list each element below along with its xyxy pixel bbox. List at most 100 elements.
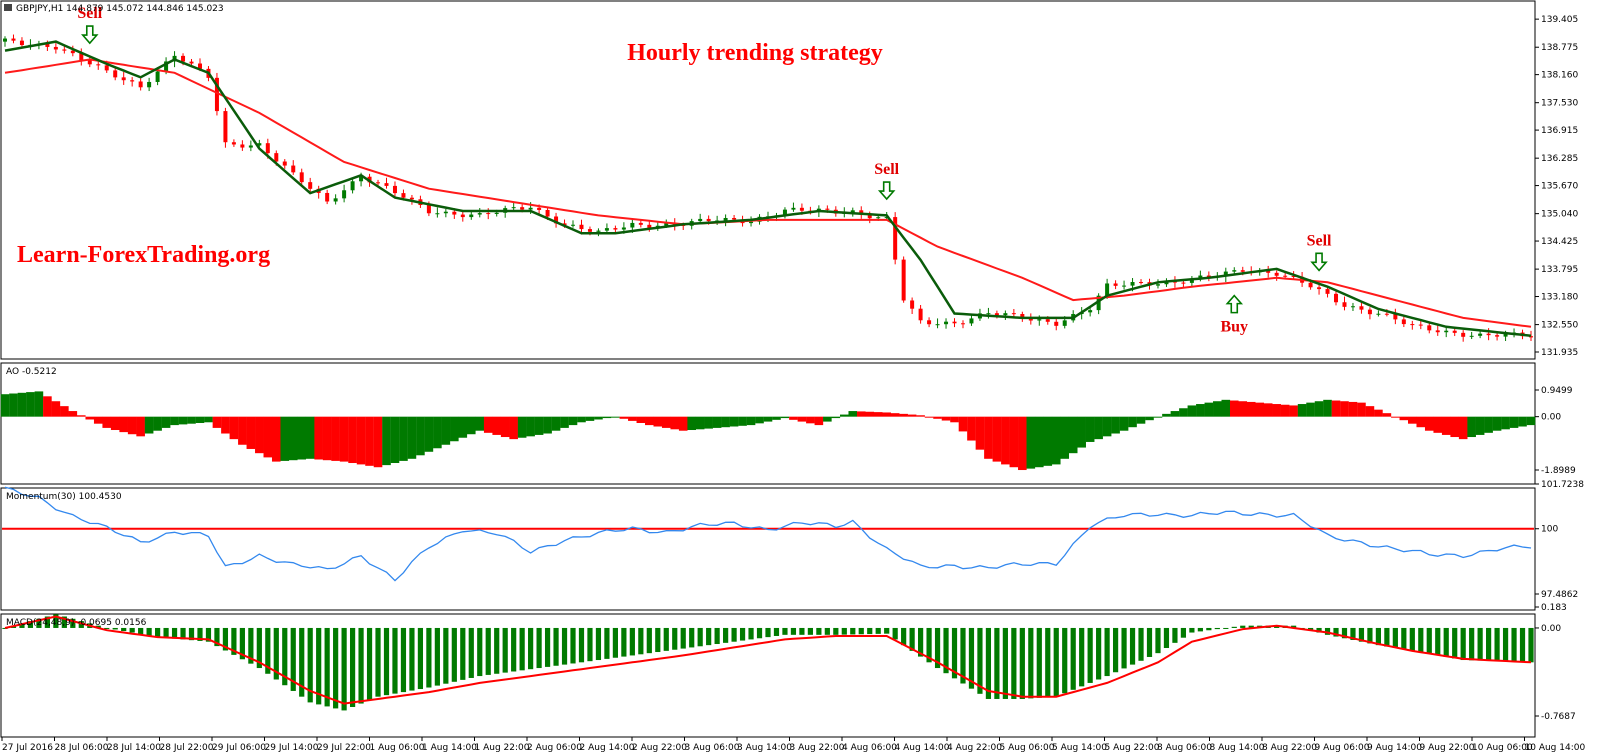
candle-body	[325, 192, 330, 202]
ao-bar	[517, 416, 527, 438]
macd-bar	[799, 627, 805, 635]
candle-body	[867, 214, 872, 219]
macd-bar	[197, 627, 203, 641]
ao-bar	[424, 416, 434, 452]
macd-bar	[426, 627, 432, 688]
candle-body	[333, 198, 338, 202]
macd-bar	[968, 627, 975, 689]
macd-bar	[1062, 627, 1068, 694]
candle-body	[1105, 283, 1110, 296]
ao-bar	[458, 416, 468, 438]
y-tick-label: 134.425	[1541, 237, 1578, 247]
ao-bar	[619, 416, 629, 419]
ao-bar	[280, 416, 290, 461]
macd-bar	[112, 627, 118, 630]
ao-bar	[755, 416, 764, 424]
candle-body	[1291, 276, 1296, 278]
macd-bar	[1002, 627, 1008, 699]
ao-bar	[1416, 416, 1426, 428]
candle-body	[1393, 314, 1398, 320]
macd-bar	[519, 627, 525, 671]
macd-bar	[273, 627, 279, 680]
candle-body	[452, 211, 457, 215]
ao-bar	[577, 416, 586, 423]
candle-body	[265, 143, 270, 154]
ao-bar	[178, 416, 188, 425]
ao-bar	[229, 416, 239, 440]
macd-bar	[1435, 627, 1441, 656]
candle-body	[469, 214, 474, 218]
macd-bar	[867, 627, 873, 635]
ao-bar	[1179, 408, 1188, 417]
sell-arrow-icon	[1310, 252, 1328, 272]
macd-bar	[638, 627, 644, 655]
ao-bar	[585, 416, 595, 421]
candle-body	[1376, 313, 1381, 315]
ao-bar	[1441, 416, 1451, 435]
candle-body	[621, 227, 626, 230]
macd-bar	[307, 627, 313, 703]
macd-bar	[655, 627, 661, 653]
x-tick-label: 27 Jul 2016	[2, 743, 53, 753]
macd-bar	[544, 627, 551, 667]
ao-bar	[992, 416, 1002, 462]
ao-bar	[1382, 413, 1392, 417]
ao-bar	[1399, 416, 1409, 421]
ao-bar	[390, 416, 400, 464]
macd-bar	[146, 627, 152, 636]
macd-bar	[1214, 627, 1220, 630]
ao-bar	[729, 416, 739, 427]
candle-body	[1037, 319, 1042, 321]
macd-bar	[1036, 627, 1042, 698]
macd-bar	[1519, 627, 1526, 663]
candle-body	[825, 208, 830, 210]
y-tick-label: 0.183	[1541, 603, 1567, 613]
macd-bar	[790, 627, 797, 635]
macd-bar	[587, 627, 593, 662]
ao-bar	[873, 412, 883, 417]
ao-bar	[161, 416, 171, 428]
ao-bar	[1475, 416, 1485, 435]
ao-bar	[831, 416, 841, 419]
candle-body	[1461, 332, 1466, 337]
candle-body	[884, 217, 889, 219]
macd-bar	[333, 627, 339, 709]
macd-bar	[383, 627, 390, 696]
macd-bar	[171, 627, 178, 639]
macd-bar	[1104, 627, 1110, 677]
candle-body	[231, 142, 236, 145]
ao-bar	[687, 416, 696, 431]
candle-body	[927, 320, 932, 325]
ao-bar	[1467, 416, 1476, 438]
ao-bar	[534, 416, 544, 435]
ao-bar	[1255, 402, 1265, 417]
candle-body	[257, 143, 262, 146]
candle-body	[1155, 284, 1160, 286]
candle-body	[630, 222, 635, 228]
macd-bar	[621, 627, 627, 657]
macd-bar	[672, 627, 678, 650]
macd-signal-line	[4, 615, 1532, 705]
ao-bar	[678, 416, 688, 431]
buy-arrow-icon	[1225, 294, 1244, 314]
x-tick-label: 2 Aug 22:00	[632, 743, 687, 753]
ao-bar	[899, 413, 908, 417]
macd-bar	[680, 627, 686, 649]
candle-body	[664, 223, 669, 226]
macd-bar	[121, 627, 127, 632]
macd-bar	[1316, 627, 1322, 633]
macd-bar	[985, 627, 992, 699]
y-tick-label: 100	[1541, 525, 1558, 535]
momentum-series	[2, 486, 1534, 582]
macd-bar	[61, 616, 67, 628]
ao-bar	[882, 412, 891, 417]
macd-bar	[1375, 627, 1381, 646]
macd-bar	[1307, 627, 1314, 631]
candle-body	[723, 217, 728, 221]
macd-bar	[833, 627, 839, 635]
x-tick-label: 28 Jul 06:00	[55, 743, 109, 753]
candle-body	[104, 65, 109, 71]
macd-bar	[409, 627, 415, 691]
candle-body	[876, 217, 881, 219]
